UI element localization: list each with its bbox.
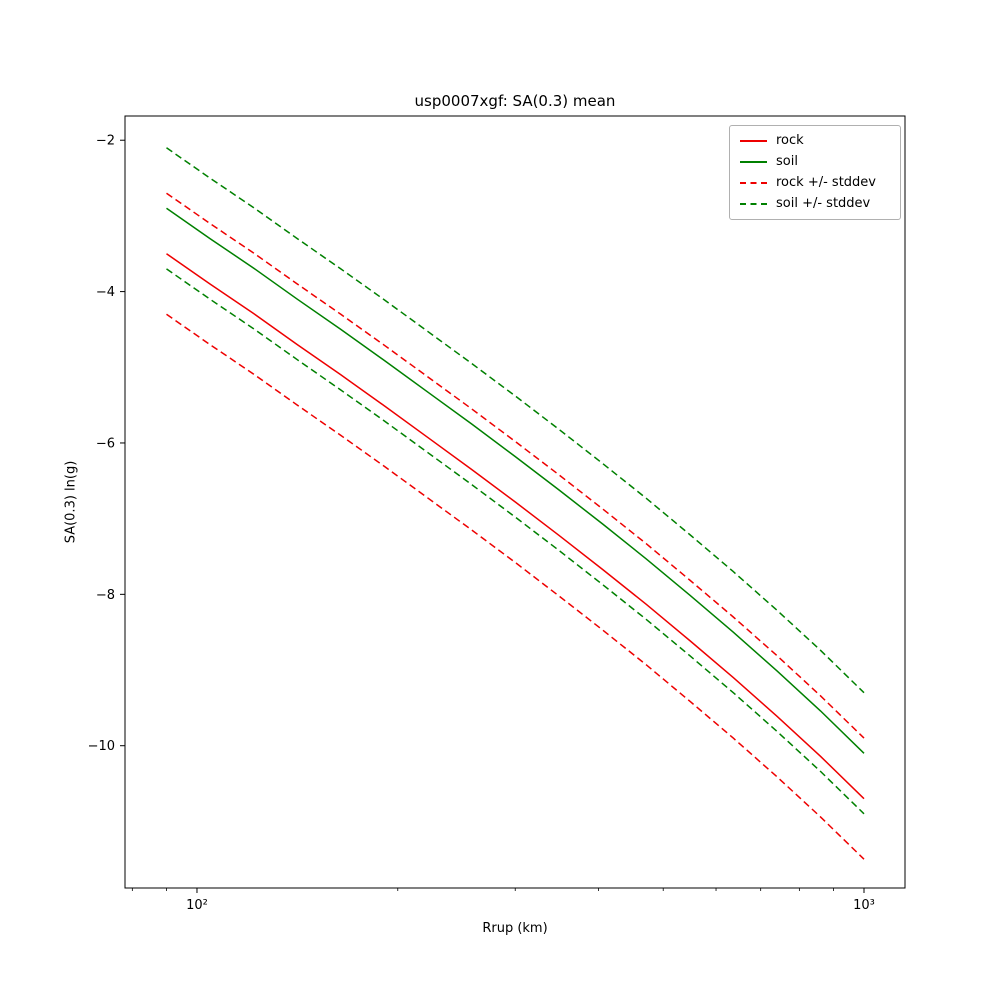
y-tick-label: −2 <box>96 134 115 149</box>
legend-line-sample <box>740 203 767 205</box>
legend-label: soil +/- stddev <box>776 196 871 211</box>
series-soil-minus-stddev <box>166 268 865 815</box>
series-soil <box>166 207 865 754</box>
legend-item: rock <box>740 133 890 149</box>
y-tick-label: −6 <box>96 436 115 451</box>
x-tick-label: 10³ <box>853 898 875 913</box>
legend-label: soil <box>776 154 798 169</box>
y-tick-label: −8 <box>96 588 115 603</box>
x-axis-label: Rrup (km) <box>482 921 548 936</box>
legend: rock soil rock +/- stddev soil +/- stddev <box>729 125 901 220</box>
legend-label: rock <box>776 133 804 148</box>
series-rock <box>166 253 865 800</box>
series-soil-plus-stddev <box>166 147 865 694</box>
series-rock-minus-stddev <box>166 313 865 860</box>
y-axis-label: SA(0.3) ln(g) <box>63 460 79 544</box>
legend-line-sample <box>740 140 767 142</box>
legend-line-sample <box>740 161 767 163</box>
legend-item: rock +/- stddev <box>740 175 890 191</box>
series-rock-plus-stddev <box>166 192 865 739</box>
legend-item: soil +/- stddev <box>740 196 890 212</box>
x-tick-label: 10² <box>186 898 208 913</box>
legend-label: rock +/- stddev <box>776 175 876 190</box>
y-tick-label: −10 <box>88 739 115 754</box>
legend-item: soil <box>740 154 890 170</box>
y-tick-label: −4 <box>96 285 115 300</box>
legend-line-sample <box>740 182 767 184</box>
chart-title: usp0007xgf: SA(0.3) mean <box>414 92 616 110</box>
